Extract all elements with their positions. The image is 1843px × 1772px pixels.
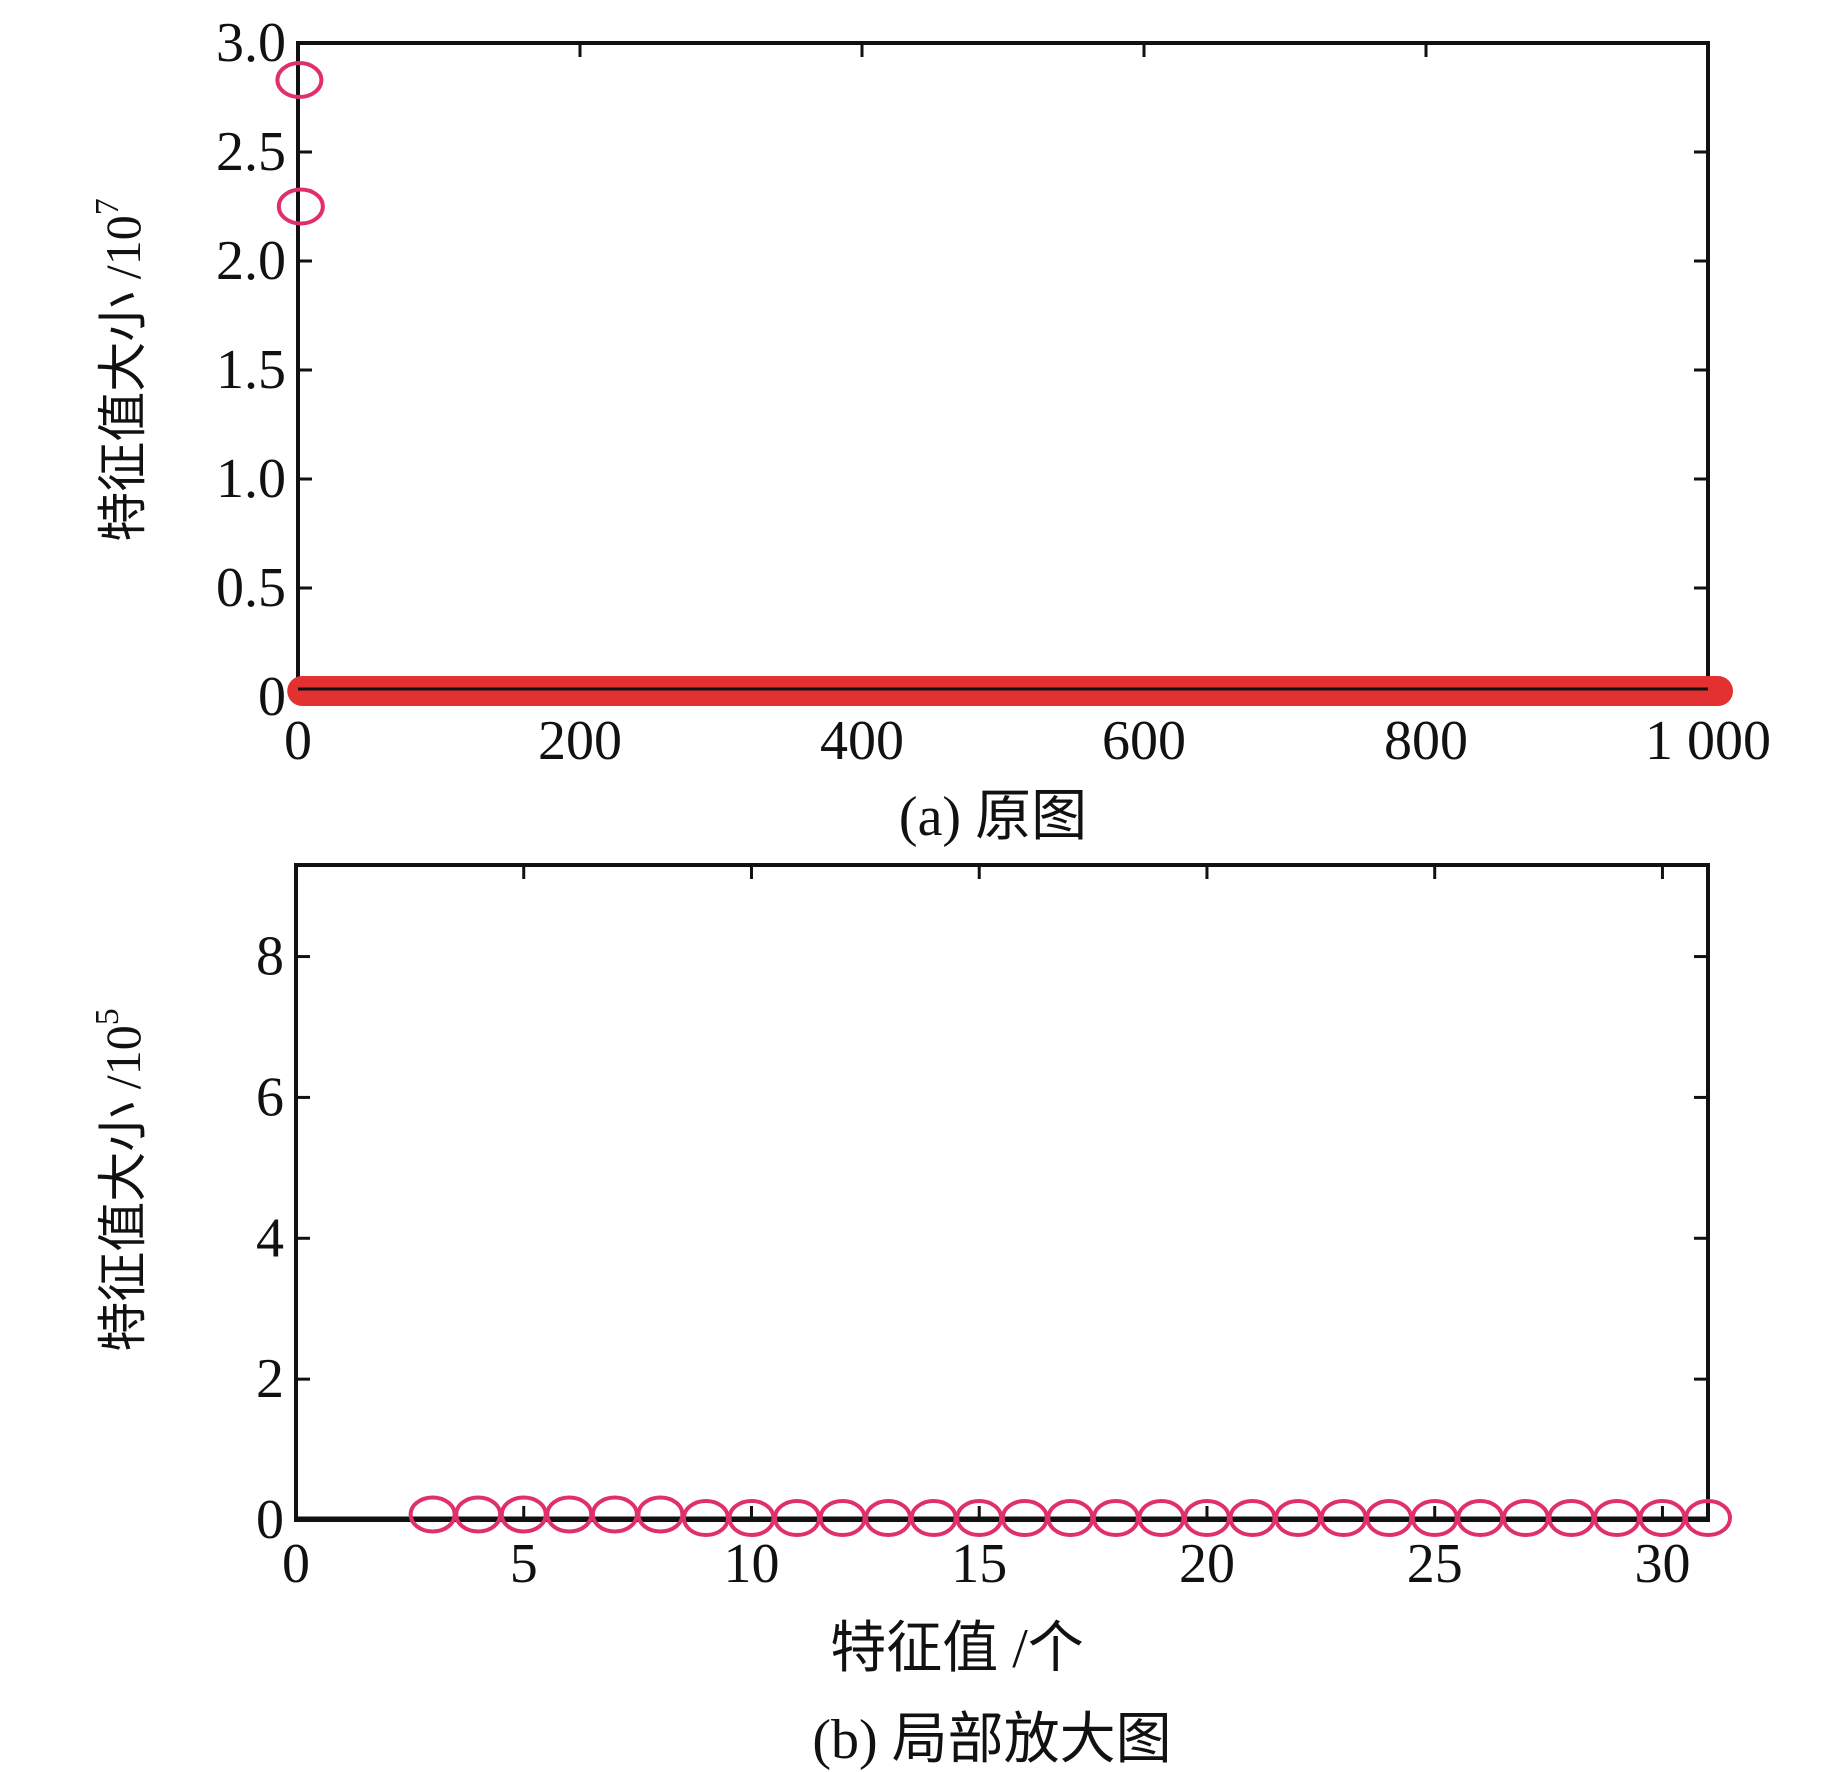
x-tick-label: 15 (951, 1533, 1007, 1595)
y-tick-label: 2.0 (216, 230, 286, 292)
data-point (276, 187, 325, 226)
y-axis-label: 特征值大小 /105 (89, 1008, 151, 1351)
y-tick-label: 0.5 (216, 557, 286, 619)
data-point (590, 1495, 639, 1534)
y-tick-label: 4 (256, 1207, 284, 1269)
x-tick-label: 30 (1634, 1533, 1690, 1595)
x-tick-label: 0 (284, 710, 312, 772)
data-point (1684, 1499, 1732, 1537)
y-tick-label: 3.0 (216, 12, 286, 74)
chart-caption: (a) 原图 (899, 786, 1087, 848)
x-tick-label: 400 (820, 710, 904, 772)
y-tick-label: 0 (256, 1489, 284, 1551)
data-point (636, 1495, 685, 1534)
x-tick-label: 1 000 (1645, 710, 1771, 772)
data-point (408, 1495, 457, 1534)
y-axis-label: 特征值大小 /107 (89, 198, 151, 541)
y-tick-label: 1.0 (216, 448, 286, 510)
y-tick-label: 6 (256, 1066, 284, 1128)
data-point (275, 61, 324, 100)
x-tick-label: 25 (1407, 1533, 1463, 1595)
data-point (545, 1495, 594, 1534)
data-point (454, 1495, 503, 1534)
x-tick-label: 10 (723, 1533, 779, 1595)
x-axis-label: 特征值 /个 (830, 1618, 1084, 1680)
x-tick-label: 800 (1384, 710, 1468, 772)
chart-caption: (b) 局部放大图 (812, 1709, 1171, 1771)
y-tick-label: 2.5 (216, 121, 286, 183)
chart-a: 0 0.5 1.0 1.5 2.0 2.5 3.0 0 200 400 600 800 1 000 特征值… (89, 12, 1771, 848)
y-tick-label: 8 (256, 926, 284, 988)
plot-frame (296, 41, 1710, 699)
plot-frame (294, 863, 1710, 1522)
y-tick-label: 1.5 (216, 339, 286, 401)
x-tick-label: 600 (1102, 710, 1186, 772)
x-tick-label: 20 (1179, 1533, 1235, 1595)
chart-b: 0 2 4 6 8 0 5 10 15 20 25 30 特征值大小 /105 特征值 /个 (b) 局部放… (89, 863, 1732, 1771)
y-tick-label: 0 (258, 666, 286, 728)
x-tick-label: 0 (282, 1533, 310, 1595)
x-tick-label: 200 (538, 710, 622, 772)
y-tick-label: 2 (256, 1348, 284, 1410)
x-tick-label: 5 (510, 1533, 538, 1595)
